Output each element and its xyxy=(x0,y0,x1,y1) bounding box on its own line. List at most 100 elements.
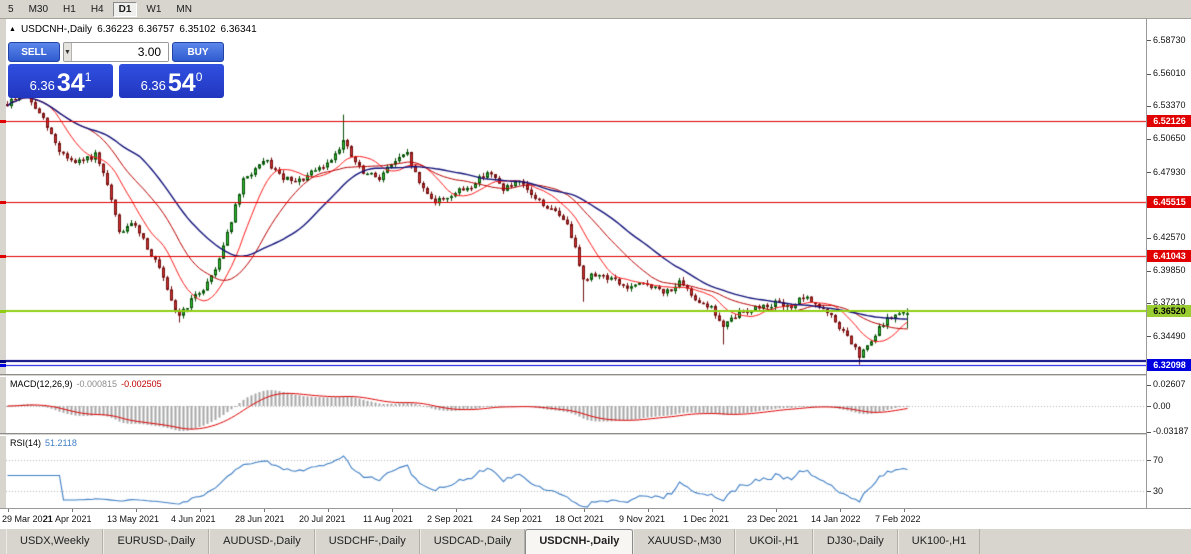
scale-tick-mark xyxy=(1147,336,1151,338)
scale-tick-mark xyxy=(1147,105,1151,107)
macd-tick: -0.03187 xyxy=(1153,426,1189,437)
buy-price-box[interactable]: 6.36 54 0 xyxy=(119,64,224,98)
date-label: 13 May 2021 xyxy=(107,514,160,524)
macd-main-value: -0.000815 xyxy=(76,379,118,389)
time-tick-mark xyxy=(520,509,521,512)
line-anchor-mark xyxy=(0,119,6,123)
scale-tick-mark xyxy=(1147,138,1151,140)
sell-button[interactable]: SELL xyxy=(8,42,60,62)
chart-tab-dj30-daily[interactable]: DJ30-,Daily xyxy=(812,529,898,554)
time-tick-mark xyxy=(776,509,777,512)
date-label: 29 Mar 2021 xyxy=(2,514,53,524)
macd-tick: 0.00 xyxy=(1153,400,1171,411)
price-tick: 6.58730 xyxy=(1153,34,1186,45)
ask-prefix: 6.36 xyxy=(140,78,166,93)
ohlc-low: 6.35102 xyxy=(179,24,216,35)
volume-input[interactable] xyxy=(71,43,168,61)
chart-tab-uk100-h1[interactable]: UK100-,H1 xyxy=(897,529,981,554)
chart-tab-usdcnh-daily[interactable]: USDCNH-,Daily xyxy=(525,529,634,554)
chart-tab-audusd-daily[interactable]: AUDUSD-,Daily xyxy=(209,529,315,554)
line-anchor-mark xyxy=(0,359,6,363)
date-label: 9 Nov 2021 xyxy=(619,514,666,524)
timeframe-button-h4[interactable]: H4 xyxy=(90,3,104,15)
line-anchor-mark xyxy=(0,310,6,314)
line-anchor-mark xyxy=(0,200,6,204)
date-label: 23 Dec 2021 xyxy=(747,514,799,524)
date-label: 2 Sep 2021 xyxy=(427,514,474,524)
chart-tab-ukoil-h1[interactable]: UKOil-,H1 xyxy=(735,529,813,554)
ask-pip-digit: 0 xyxy=(195,70,203,84)
price-tick: 6.56010 xyxy=(1153,68,1186,79)
time-tick-mark xyxy=(904,509,905,512)
sell-price-box[interactable]: 6.36 34 1 xyxy=(8,64,113,98)
time-tick-mark xyxy=(456,509,457,512)
volume-field: ▼ xyxy=(63,42,169,62)
time-tick-mark xyxy=(264,509,265,512)
date-label: 20 Jul 2021 xyxy=(299,514,346,524)
date-label: 18 Oct 2021 xyxy=(555,514,605,524)
buy-button[interactable]: BUY xyxy=(172,42,224,62)
line-price-label: 6.45515 xyxy=(1147,195,1191,208)
timeframe-button-m30[interactable]: M30 xyxy=(28,3,49,15)
price-tick: 6.34490 xyxy=(1153,330,1186,341)
time-tick-mark xyxy=(392,509,393,512)
macd-name: MACD(12,26,9) xyxy=(10,379,73,389)
rsi-value: 51.2118 xyxy=(45,438,77,448)
timeframe-button-d1[interactable]: D1 xyxy=(112,1,138,17)
chart-tab-eurusd-daily[interactable]: EURUSD-,Daily xyxy=(103,529,210,554)
date-label: 1 Dec 2021 xyxy=(683,514,730,524)
timeframe-button-h1[interactable]: H1 xyxy=(63,3,76,15)
scale-tick-mark xyxy=(1147,406,1151,407)
time-tick-mark xyxy=(840,509,841,512)
chart-tab-usdx-weekly[interactable]: USDX,Weekly xyxy=(6,529,104,554)
chart-tab-usdcad-daily[interactable]: USDCAD-,Daily xyxy=(419,529,526,554)
timeframe-button-mn[interactable]: MN xyxy=(176,3,192,15)
time-tick-mark xyxy=(712,509,713,512)
scale-tick-mark xyxy=(1147,384,1151,386)
time-tick-mark xyxy=(200,509,201,512)
chevron-down-icon: ▼ xyxy=(64,48,71,56)
panel-splitter-macd[interactable] xyxy=(0,374,1191,377)
chart-tab-usdchf-daily[interactable]: USDCHF-,Daily xyxy=(314,529,420,554)
scale-tick-mark xyxy=(1147,491,1151,492)
bid-pip-digit: 1 xyxy=(84,70,92,84)
chart-tab-xauusd-m30[interactable]: XAUUSD-,M30 xyxy=(633,529,736,554)
line-anchor-mark xyxy=(0,255,6,259)
macd-signal-value: -0.002505 xyxy=(121,379,162,389)
price-tick: 6.42570 xyxy=(1153,232,1186,242)
time-axis[interactable]: 29 Mar 2021 21 Apr 2021 13 May 2021 4 Jun 2… xyxy=(0,508,1191,528)
scale-tick-mark xyxy=(1147,73,1151,75)
date-label: 7 Feb 2022 xyxy=(875,514,921,524)
rsi-indicator-label: RSI(14) 51.2118 xyxy=(10,438,77,448)
rsi-tick: 70 xyxy=(1153,454,1164,465)
scale-tick-mark xyxy=(1147,270,1151,272)
macd-indicator-label: MACD(12,26,9) -0.000815 -0.002505 xyxy=(10,379,162,389)
time-tick-mark xyxy=(584,509,585,512)
volume-dropdown-button[interactable]: ▼ xyxy=(64,43,72,61)
rsi-name: RSI(14) xyxy=(10,438,42,448)
scale-tick-mark xyxy=(1147,302,1151,304)
scale-tick-mark xyxy=(1147,40,1151,42)
date-label: 14 Jan 2022 xyxy=(811,514,861,524)
panel-splitter-rsi[interactable] xyxy=(0,433,1191,436)
date-label: 21 Apr 2021 xyxy=(43,514,92,524)
date-label: 28 Jun 2021 xyxy=(235,514,285,524)
price-tick: 6.39850 xyxy=(1153,265,1186,276)
chart-title: USDCNH-,Daily xyxy=(20,24,93,35)
timeframe-toolbar: 5 M30 H1 H4 D1 W1 MN xyxy=(0,0,1191,19)
price-scale[interactable]: 6.58730 6.56010 6.53370 6.50650 6.47930 6.425… xyxy=(1146,19,1191,508)
scale-tick-mark xyxy=(1147,237,1151,239)
price-tick: 6.37210 xyxy=(1153,297,1186,308)
rsi-tick: 30 xyxy=(1153,485,1164,496)
line-price-label: 6.32098 xyxy=(1147,359,1191,372)
bid-prefix: 6.36 xyxy=(29,78,55,93)
line-price-label: 6.52126 xyxy=(1147,114,1191,127)
timeframe-button-5[interactable]: 5 xyxy=(8,3,14,15)
timeframe-button-w1[interactable]: W1 xyxy=(146,3,162,15)
price-tick: 6.53370 xyxy=(1153,100,1186,111)
scale-tick-mark xyxy=(1147,460,1151,461)
scale-tick-mark xyxy=(1147,172,1151,174)
time-tick-mark xyxy=(8,509,9,512)
